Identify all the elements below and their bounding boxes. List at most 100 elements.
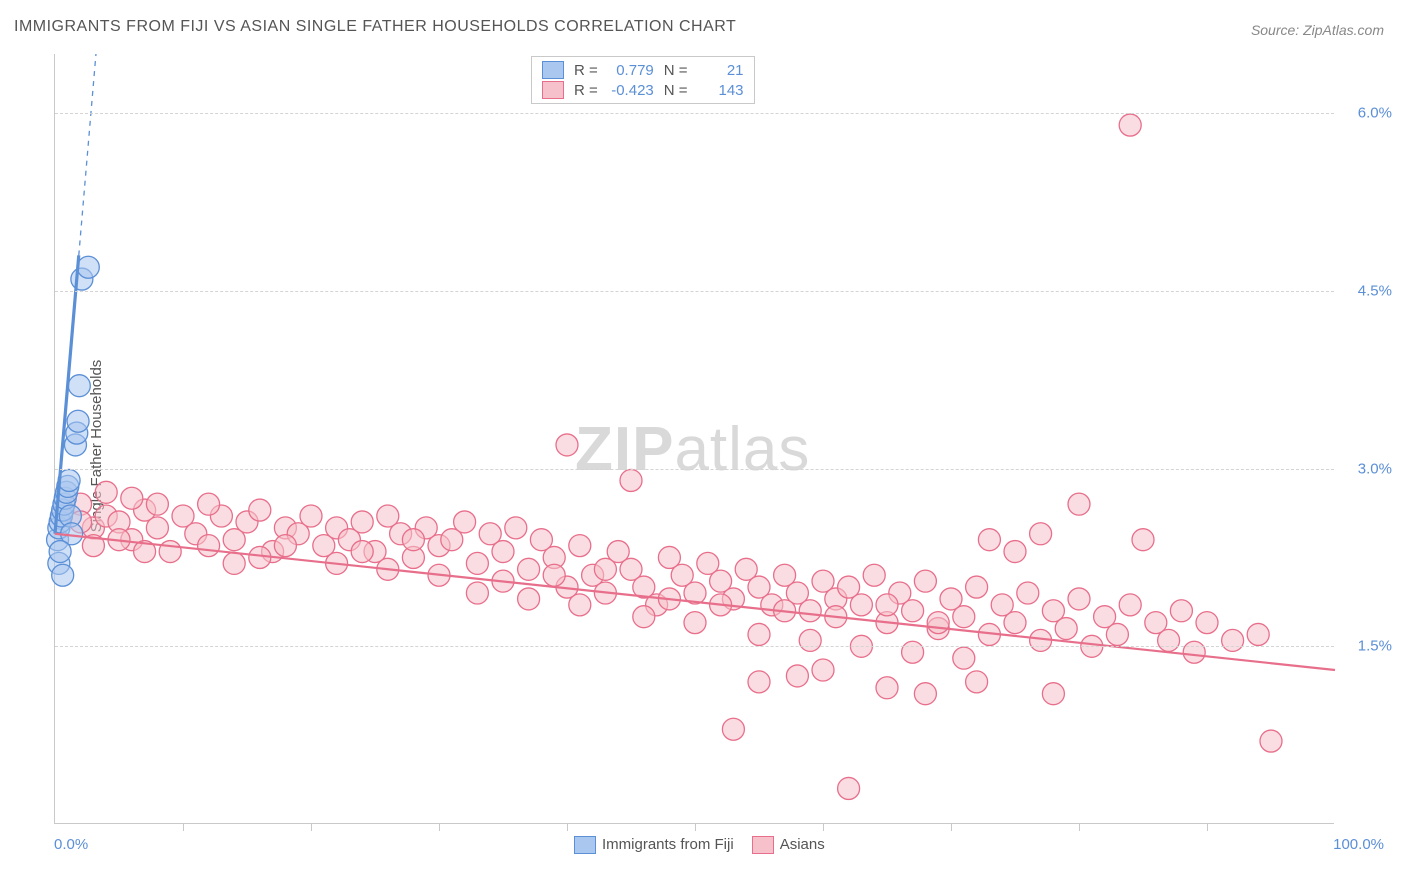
- legend-top: R =0.779N =21R =-0.423N =143: [531, 56, 755, 104]
- y-tick-label: 4.5%: [1342, 282, 1392, 299]
- data-point: [799, 600, 821, 622]
- data-point: [633, 606, 655, 628]
- data-point: [249, 499, 271, 521]
- data-point: [68, 375, 90, 397]
- gridline: [55, 113, 1334, 114]
- data-point: [466, 582, 488, 604]
- data-point: [454, 511, 476, 533]
- data-point: [927, 612, 949, 634]
- data-point: [684, 612, 706, 634]
- data-point: [786, 665, 808, 687]
- legend-series-name: Asians: [780, 836, 825, 853]
- data-point: [748, 671, 770, 693]
- x-tick: [311, 823, 312, 831]
- data-point: [67, 410, 89, 432]
- data-point: [850, 594, 872, 616]
- data-point: [466, 552, 488, 574]
- data-point: [1119, 114, 1141, 136]
- data-point: [300, 505, 322, 527]
- data-point: [1004, 541, 1026, 563]
- data-point: [1068, 588, 1090, 610]
- data-point: [966, 576, 988, 598]
- x-tick: [823, 823, 824, 831]
- plot-area: ZIPatlas R =0.779N =21R =-0.423N =143 1.…: [54, 54, 1334, 824]
- data-point: [722, 718, 744, 740]
- data-point: [1170, 600, 1192, 622]
- data-point: [966, 671, 988, 693]
- data-point: [198, 493, 220, 515]
- x-axis-max-label: 100.0%: [1333, 836, 1384, 853]
- x-tick: [1207, 823, 1208, 831]
- data-point: [121, 487, 143, 509]
- data-point: [505, 517, 527, 539]
- legend-n-label: N =: [664, 82, 688, 99]
- data-point: [902, 641, 924, 663]
- x-tick: [951, 823, 952, 831]
- data-point: [1260, 730, 1282, 752]
- data-point: [77, 256, 99, 278]
- data-point: [902, 600, 924, 622]
- data-point: [492, 541, 514, 563]
- data-point: [1247, 623, 1269, 645]
- x-tick: [567, 823, 568, 831]
- data-point: [146, 493, 168, 515]
- legend-n-label: N =: [664, 62, 688, 79]
- data-point: [876, 594, 898, 616]
- x-axis-min-label: 0.0%: [54, 836, 88, 853]
- legend-swatch: [752, 836, 774, 854]
- data-point: [402, 529, 424, 551]
- data-point: [953, 606, 975, 628]
- scatter-svg: [55, 54, 1335, 824]
- data-point: [95, 481, 117, 503]
- legend-item: Immigrants from Fiji: [574, 836, 734, 854]
- gridline: [55, 646, 1334, 647]
- data-point: [748, 623, 770, 645]
- legend-r-label: R =: [574, 82, 598, 99]
- data-point: [569, 535, 591, 557]
- data-point: [1030, 523, 1052, 545]
- data-point: [1132, 529, 1154, 551]
- data-point: [799, 629, 821, 651]
- data-point: [876, 677, 898, 699]
- legend-bottom: Immigrants from Fiji Asians: [574, 836, 825, 854]
- data-point: [146, 517, 168, 539]
- data-point: [1196, 612, 1218, 634]
- gridline: [55, 469, 1334, 470]
- data-point: [274, 535, 296, 557]
- trend-line-dashed: [79, 54, 96, 255]
- data-point: [838, 777, 860, 799]
- data-point: [351, 511, 373, 533]
- legend-series-name: Immigrants from Fiji: [602, 836, 734, 853]
- legend-swatch: [574, 836, 596, 854]
- data-point: [1004, 612, 1026, 634]
- data-point: [978, 529, 1000, 551]
- chart-title: IMMIGRANTS FROM FIJI VS ASIAN SINGLE FAT…: [14, 18, 736, 36]
- data-point: [1183, 641, 1205, 663]
- data-point: [620, 469, 642, 491]
- data-point: [159, 541, 181, 563]
- x-tick: [439, 823, 440, 831]
- data-point: [351, 541, 373, 563]
- data-point: [556, 434, 578, 456]
- data-point: [953, 647, 975, 669]
- data-point: [49, 541, 71, 563]
- data-point: [594, 558, 616, 580]
- data-point: [518, 588, 540, 610]
- data-point: [863, 564, 885, 586]
- data-point: [569, 594, 591, 616]
- source-text: Source: ZipAtlas.com: [1251, 22, 1384, 38]
- x-tick: [183, 823, 184, 831]
- data-point: [914, 570, 936, 592]
- legend-r-label: R =: [574, 62, 598, 79]
- x-tick: [695, 823, 696, 831]
- data-point: [1119, 594, 1141, 616]
- data-point: [1042, 683, 1064, 705]
- y-tick-label: 6.0%: [1342, 105, 1392, 122]
- legend-n-value: 21: [698, 62, 744, 79]
- trend-line: [55, 534, 1335, 670]
- data-point: [518, 558, 540, 580]
- data-point: [812, 659, 834, 681]
- legend-n-value: 143: [698, 82, 744, 99]
- y-tick-label: 3.0%: [1342, 460, 1392, 477]
- data-point: [198, 535, 220, 557]
